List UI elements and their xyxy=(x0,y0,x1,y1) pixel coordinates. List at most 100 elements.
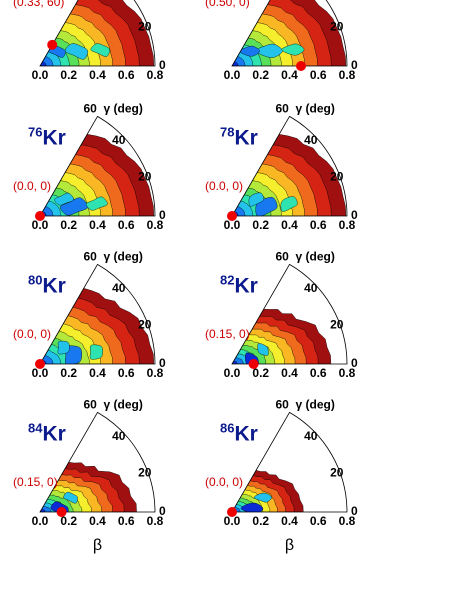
contour-island xyxy=(85,196,108,211)
gamma-tick-label: 60 xyxy=(84,249,98,263)
contour-island xyxy=(240,502,264,512)
gamma-tick-label: 0 xyxy=(159,356,166,370)
minimum-marker xyxy=(56,507,67,517)
nucleus-label: 84Kr xyxy=(28,421,66,446)
gamma-tick-label: 40 xyxy=(304,133,318,147)
gamma-tick-label: 60 xyxy=(84,101,98,115)
gamma-tick-label: 40 xyxy=(112,133,126,147)
gamma-tick-label: 0 xyxy=(351,58,358,72)
contour-island xyxy=(54,192,74,206)
x-tick-label: 0.2 xyxy=(252,366,269,380)
gamma-tick-label: 20 xyxy=(138,466,152,480)
x-tick-label: 0.4 xyxy=(281,514,298,528)
x-tick-label: 0.0 xyxy=(32,218,49,232)
pes-panel-78Kr: 0.0 0.2 0.4 0.6 0.8 60 40 20 0 γ (deg) 78Kr (0.0, 0… xyxy=(205,101,358,232)
gamma-tick-label: 0 xyxy=(159,208,166,222)
gamma-tick-label: 20 xyxy=(138,318,152,332)
x-tick-label: 0.4 xyxy=(281,218,298,232)
gamma-tick-label: 60 xyxy=(276,101,290,115)
gamma-tick-label: 0 xyxy=(159,504,166,518)
x-tick-label: 0.4 xyxy=(89,514,106,528)
minimum-marker xyxy=(35,211,45,221)
sector-outline xyxy=(231,263,348,365)
x-tick-label: 0.4 xyxy=(89,68,106,82)
gamma-tick-label: 20 xyxy=(138,20,152,34)
gamma-tick-label: 0 xyxy=(159,58,166,72)
minimum-marker xyxy=(227,211,237,221)
contour-island xyxy=(280,196,298,212)
x-tick-label: 0.8 xyxy=(339,218,356,232)
contour-island xyxy=(57,340,70,355)
contour-island xyxy=(89,344,103,360)
x-tick-label: 0.2 xyxy=(60,366,77,380)
minimum-label: (0.0, 0) xyxy=(13,327,51,341)
gamma-tick-label: 0 xyxy=(351,356,358,370)
x-tick-label: 0.2 xyxy=(252,514,269,528)
x-tick-label: 0.0 xyxy=(32,366,49,380)
contour-band xyxy=(232,61,239,66)
x-tick-label: 0.2 xyxy=(252,218,269,232)
gamma-tick-label: 0 xyxy=(351,504,358,518)
nucleus-label: 82Kr xyxy=(220,273,258,298)
x-tick-label: 0.8 xyxy=(147,68,164,82)
gamma-tick-label: 40 xyxy=(304,429,318,443)
gamma-tick-label: 20 xyxy=(330,170,344,184)
x-tick-label: 0.8 xyxy=(147,366,164,380)
beta-axis-label: β xyxy=(93,537,102,554)
pes-panel-84Kr: 0.0 0.2 0.4 0.6 0.8 60 40 20 0 γ (deg) 84Kr (0.15, … xyxy=(13,397,166,554)
x-tick-label: 0.6 xyxy=(310,218,327,232)
x-tick-label: 0.6 xyxy=(118,68,135,82)
minimum-marker xyxy=(47,39,58,50)
nucleus-label: 80Kr xyxy=(28,273,66,298)
contour-island xyxy=(59,197,89,216)
minimum-marker xyxy=(227,507,237,517)
pes-panel-82Kr: 0.0 0.2 0.4 0.6 0.8 60 40 20 0 γ (deg) 82Kr (0.15, … xyxy=(205,249,358,380)
contour-island xyxy=(248,192,264,207)
sector-outline xyxy=(231,115,348,217)
gamma-tick-label: 60 xyxy=(276,249,290,263)
contour-band xyxy=(40,61,47,66)
x-tick-label: 0.4 xyxy=(89,366,106,380)
nucleus-label: 86Kr xyxy=(220,421,258,446)
minimum-marker xyxy=(35,359,45,369)
minimum-marker xyxy=(248,359,259,369)
gamma-tick-label: 20 xyxy=(330,318,344,332)
gamma-axis-label: γ (deg) xyxy=(296,101,335,115)
pes-panel-top-left: 0.0 0.2 0.4 0.6 0.8 20 0 (0.33, 60) xyxy=(13,0,166,82)
sector-outline xyxy=(39,115,156,217)
gamma-axis-label: γ (deg) xyxy=(104,397,143,411)
gamma-tick-label: 60 xyxy=(276,397,290,411)
x-tick-label: 0.8 xyxy=(147,218,164,232)
gamma-tick-label: 40 xyxy=(304,281,318,295)
sector-outline xyxy=(39,411,156,513)
contour-island xyxy=(253,492,272,503)
x-tick-label: 0.6 xyxy=(310,68,327,82)
sector-outline xyxy=(231,0,348,67)
minimum-label: (0.33, 60) xyxy=(13,0,64,9)
contour-island xyxy=(63,491,78,504)
gamma-axis-label: γ (deg) xyxy=(296,397,335,411)
x-tick-label: 0.4 xyxy=(281,68,298,82)
x-tick-label: 0.0 xyxy=(224,366,241,380)
x-tick-label: 0.2 xyxy=(252,68,269,82)
x-tick-label: 0.4 xyxy=(89,218,106,232)
minimum-label: (0.15, 0) xyxy=(205,327,250,341)
x-tick-label: 0.6 xyxy=(118,366,135,380)
x-tick-label: 0.8 xyxy=(339,366,356,380)
sector-outline xyxy=(231,411,348,513)
minimum-label: (0.0, 0) xyxy=(205,475,243,489)
x-tick-label: 0.6 xyxy=(310,514,327,528)
contour-island xyxy=(90,43,110,57)
gamma-axis-label: γ (deg) xyxy=(104,249,143,263)
nucleus-label: 78Kr xyxy=(220,125,258,150)
gamma-tick-label: 20 xyxy=(330,466,344,480)
nucleus-label: 76Kr xyxy=(28,125,66,150)
minimum-label: (0.0, 0) xyxy=(205,179,243,193)
minimum-label: (0.15, 0) xyxy=(13,475,58,489)
gamma-tick-label: 40 xyxy=(112,281,126,295)
pes-panel-86Kr: 0.0 0.2 0.4 0.6 0.8 60 40 20 0 γ (deg) 86Kr (0.0, 0… xyxy=(205,397,358,554)
gamma-tick-label: 0 xyxy=(351,208,358,222)
pes-panel-76Kr: 0.0 0.2 0.4 0.6 0.8 60 40 20 0 γ (deg) 76Kr (0.0, 0… xyxy=(13,101,166,232)
contour-island xyxy=(281,43,305,56)
